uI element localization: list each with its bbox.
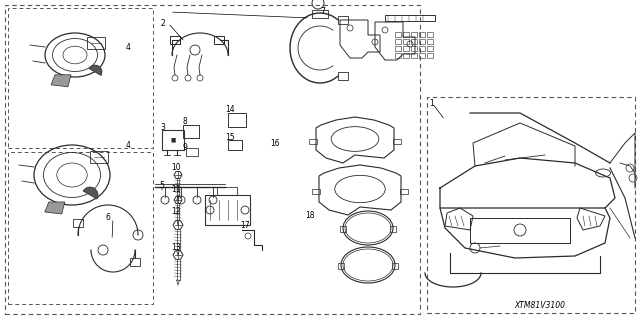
Bar bbox=[228, 140, 242, 150]
Bar bbox=[73, 219, 83, 227]
Bar bbox=[392, 263, 398, 269]
Text: 18: 18 bbox=[305, 211, 315, 219]
Bar bbox=[470, 218, 570, 243]
Bar bbox=[403, 32, 409, 37]
Bar bbox=[419, 39, 425, 44]
Bar bbox=[427, 53, 433, 58]
Bar bbox=[411, 32, 417, 37]
Bar bbox=[170, 36, 180, 44]
Bar bbox=[411, 53, 417, 58]
Bar bbox=[214, 36, 224, 44]
Text: 11: 11 bbox=[172, 186, 180, 195]
Text: 16: 16 bbox=[270, 138, 280, 147]
Bar bbox=[419, 46, 425, 51]
Bar bbox=[312, 189, 320, 194]
Bar bbox=[393, 139, 401, 144]
Bar bbox=[400, 189, 408, 194]
Bar bbox=[427, 97, 635, 313]
Text: 6: 6 bbox=[106, 213, 111, 222]
Bar bbox=[130, 258, 140, 266]
Bar bbox=[162, 130, 184, 150]
Bar bbox=[5, 5, 420, 314]
Bar bbox=[419, 32, 425, 37]
Bar bbox=[87, 37, 105, 49]
Text: 15: 15 bbox=[225, 133, 235, 143]
Bar bbox=[8, 152, 153, 304]
Bar bbox=[395, 39, 401, 44]
Bar bbox=[427, 32, 433, 37]
Text: 8: 8 bbox=[182, 117, 188, 127]
Text: XTM81V3100: XTM81V3100 bbox=[515, 300, 566, 309]
Bar bbox=[390, 226, 396, 232]
Bar bbox=[183, 125, 199, 138]
Text: ■: ■ bbox=[170, 137, 175, 143]
Bar bbox=[385, 15, 435, 21]
Bar bbox=[338, 263, 344, 269]
Bar bbox=[338, 72, 348, 80]
Text: 13: 13 bbox=[171, 242, 181, 251]
Text: 2: 2 bbox=[161, 19, 165, 27]
Text: 5: 5 bbox=[159, 181, 164, 189]
Bar bbox=[395, 46, 401, 51]
Bar bbox=[411, 46, 417, 51]
Text: 10: 10 bbox=[171, 162, 181, 172]
Bar bbox=[411, 39, 417, 44]
Text: 9: 9 bbox=[182, 143, 188, 152]
Text: 4: 4 bbox=[125, 43, 131, 53]
Bar bbox=[217, 187, 237, 195]
Text: 3: 3 bbox=[161, 123, 165, 132]
Text: 1: 1 bbox=[429, 99, 435, 108]
Bar bbox=[186, 148, 198, 156]
Bar bbox=[312, 10, 328, 18]
Bar bbox=[205, 195, 250, 225]
Bar bbox=[228, 113, 246, 127]
Text: 12: 12 bbox=[172, 207, 180, 217]
Text: 14: 14 bbox=[225, 106, 235, 115]
Text: 7: 7 bbox=[321, 8, 325, 17]
Bar bbox=[340, 226, 346, 232]
Text: 4: 4 bbox=[125, 140, 131, 150]
Bar bbox=[309, 139, 317, 144]
Bar bbox=[338, 16, 348, 24]
Bar bbox=[395, 53, 401, 58]
Bar bbox=[427, 39, 433, 44]
Wedge shape bbox=[83, 187, 98, 199]
Bar bbox=[395, 32, 401, 37]
Polygon shape bbox=[51, 75, 71, 87]
Bar bbox=[403, 53, 409, 58]
Text: 17: 17 bbox=[240, 220, 250, 229]
Polygon shape bbox=[45, 202, 65, 214]
Wedge shape bbox=[89, 65, 102, 76]
Bar bbox=[90, 151, 108, 163]
Bar bbox=[403, 46, 409, 51]
Bar bbox=[8, 8, 153, 148]
Bar bbox=[403, 39, 409, 44]
Bar bbox=[427, 46, 433, 51]
Bar bbox=[419, 53, 425, 58]
